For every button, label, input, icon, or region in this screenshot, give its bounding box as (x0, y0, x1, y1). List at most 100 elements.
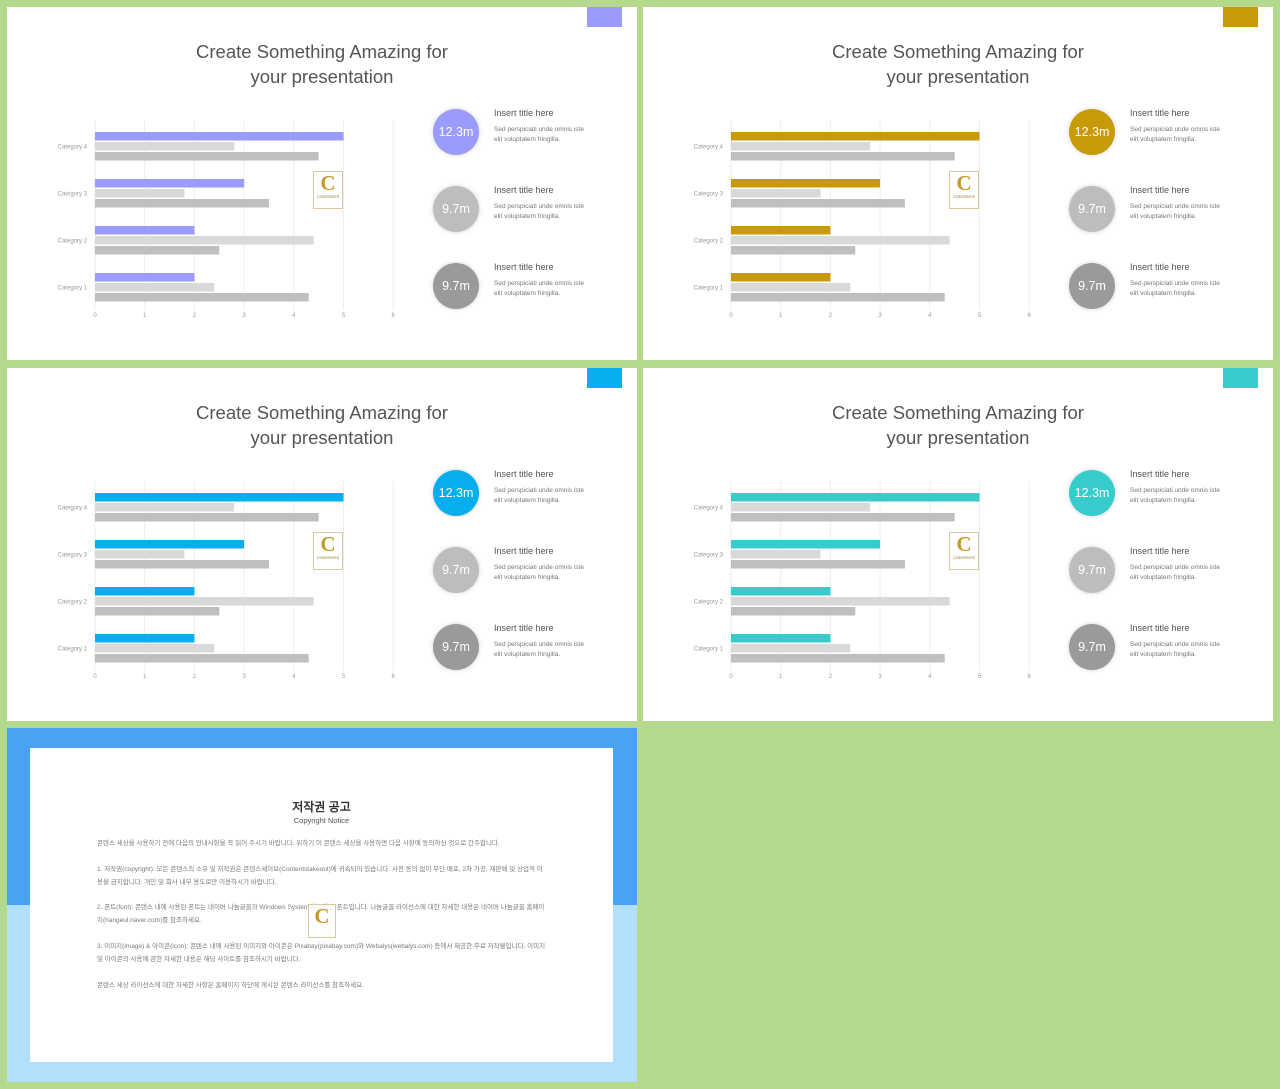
slide-title: Create Something Amazing for your presen… (196, 41, 448, 87)
stat-title: Insert title here (494, 469, 554, 479)
bar-series-1 (731, 179, 881, 188)
bar-series-2 (731, 503, 871, 512)
x-tick-label: 1 (143, 674, 147, 680)
slide-2: Create Something Amazing for your presen… (643, 7, 1273, 360)
bar-chart: 0 1 2 3 4 5 6 Category 4 Category 3 Category 2 Cat… (694, 481, 1032, 680)
x-tick-label: 2 (829, 313, 833, 319)
x-tick-label: 2 (829, 674, 833, 680)
stat-item: 9.7m Insert title here Sed perspiciati und… (425, 185, 635, 246)
bar-series-3 (95, 654, 309, 663)
bar-series-3 (95, 246, 220, 255)
stat-title: Insert title here (1130, 469, 1190, 479)
bar-chart: 0 1 2 3 4 5 6 Category 4 Category 3 Category 2 Cat… (58, 481, 396, 680)
x-tick-label: 4 (928, 674, 932, 680)
contents-logo: C CONTENTS (949, 171, 979, 209)
bar-series-1 (731, 493, 980, 502)
bar-series-1 (731, 587, 831, 596)
contents-logo: C CONTENTS (313, 171, 343, 209)
stat-title: Insert title here (494, 546, 554, 556)
x-tick-label: 3 (242, 313, 246, 319)
stat-circle: 9.7m (1069, 263, 1115, 309)
bar-series-2 (95, 189, 185, 198)
logo-word: CONTENTS (317, 555, 339, 560)
bar-series-3 (95, 152, 319, 161)
logo-letter: C (320, 171, 336, 195)
slide-title: Create Something Amazing for your presen… (196, 402, 448, 448)
x-tick-label: 2 (193, 313, 197, 319)
stat-description: Sed perspiciati unde omnis iste elit vol… (494, 126, 584, 143)
bar-series-1 (731, 132, 980, 141)
bar-series-2 (95, 597, 314, 606)
bar-chart: 0 1 2 3 4 5 6 Category 4 Category 3 Category 2 Cat… (694, 120, 1032, 319)
stat-description: Sed perspiciati unde omnis iste elit vol… (494, 641, 584, 658)
stat-description: Sed perspiciati unde omnis iste elit vol… (494, 564, 584, 581)
bar-series-1 (95, 273, 195, 282)
slide-title: Create Something Amazing for your presen… (832, 402, 1084, 448)
copyright-title: 저작권 공고 (292, 800, 351, 814)
stat-item: 12.3m Insert title here Sed perspiciati un… (425, 108, 635, 169)
logo-letter: C (956, 532, 972, 556)
bar-series-1 (731, 634, 831, 643)
stat-title: Insert title here (1130, 546, 1190, 556)
contents-logo: C CONTENTS (313, 532, 343, 570)
stat-description: Sed perspiciati unde omnis iste elit vol… (1130, 203, 1220, 220)
stat-item: 9.7m Insert title here Sed perspiciati und… (1061, 623, 1271, 684)
x-tick-label: 2 (193, 674, 197, 680)
stat-title: Insert title here (1130, 185, 1190, 195)
stat-circle: 9.7m (433, 624, 479, 670)
category-label: Category 1 (694, 646, 724, 652)
category-label: Category 4 (58, 505, 88, 511)
stat-item: 12.3m Insert title here Sed perspiciati un… (1061, 108, 1271, 169)
stat-circle: 12.3m (433, 109, 479, 155)
bar-series-3 (95, 199, 269, 208)
x-tick-label: 5 (978, 674, 982, 680)
bar-series-3 (731, 560, 905, 569)
bar-series-3 (731, 199, 905, 208)
stat-circle: 9.7m (1069, 624, 1115, 670)
stat-circle: 12.3m (1069, 470, 1115, 516)
bar-series-2 (731, 550, 821, 559)
x-tick-label: 6 (1028, 674, 1032, 680)
bar-series-2 (95, 644, 215, 653)
stat-title: Insert title here (494, 185, 554, 195)
bar-chart: 0 1 2 3 4 5 6 Category 4 Category 3 Category 2 Cat… (58, 120, 396, 319)
bar-series-2 (731, 236, 950, 245)
category-label: Category 3 (58, 552, 88, 558)
slide-4: Create Something Amazing for your presen… (643, 368, 1273, 721)
slide-title: Create Something Amazing for your presen… (832, 41, 1084, 87)
bar-series-1 (731, 273, 831, 282)
copyright-slide: 저작권 공고 Copyright Notice 콘텐스 세상을 사용하기 전에 … (7, 728, 637, 1082)
stat-circle: 12.3m (433, 470, 479, 516)
bar-series-1 (95, 226, 195, 235)
bar-series-2 (95, 550, 185, 559)
x-tick-label: 0 (93, 313, 97, 319)
stat-title: Insert title here (1130, 262, 1190, 272)
x-tick-label: 0 (93, 674, 97, 680)
contents-logo: C CONTENTS (949, 532, 979, 570)
slide-1: Create Something Amazing for your presen… (7, 7, 637, 360)
bar-series-3 (95, 560, 269, 569)
category-label: Category 3 (694, 191, 724, 197)
x-tick-label: 1 (779, 313, 783, 319)
bar-series-2 (731, 283, 851, 292)
x-tick-label: 6 (392, 674, 396, 680)
copyright-paper: 저작권 공고 Copyright Notice 콘텐스 세상을 사용하기 전에 … (30, 748, 613, 1062)
accent-tab (1223, 7, 1258, 27)
category-label: Category 1 (694, 285, 724, 291)
bar-series-3 (95, 607, 220, 616)
bar-series-2 (731, 142, 871, 151)
bar-series-3 (731, 607, 856, 616)
accent-tab (587, 368, 622, 388)
logo-word: CONTENTS (953, 194, 975, 199)
bar-series-3 (731, 654, 945, 663)
stat-description: Sed perspiciati unde omnis iste elit vol… (1130, 126, 1220, 143)
stat-description: Sed perspiciati unde omnis iste elit vol… (1130, 641, 1220, 658)
bar-series-1 (731, 226, 831, 235)
stat-title: Insert title here (1130, 108, 1190, 118)
bar-series-1 (731, 540, 881, 549)
logo-letter: C (314, 904, 330, 928)
copyright-paragraph: 콘텐스 세상을 사용하기 전에 다음의 안내사항을 꼭 읽어 주시기 바랍니다.… (97, 840, 500, 847)
stat-item: 9.7m Insert title here Sed perspiciati und… (1061, 546, 1271, 607)
stat-description: Sed perspiciati unde omnis iste elit vol… (1130, 564, 1220, 581)
bar-series-1 (95, 493, 344, 502)
